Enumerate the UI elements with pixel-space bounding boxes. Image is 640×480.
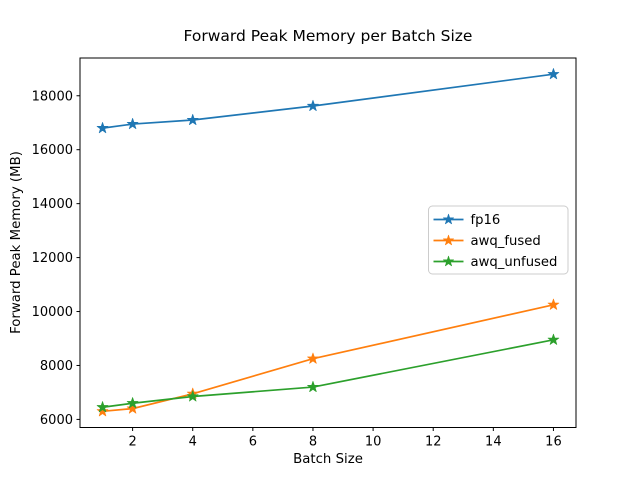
x-tick-label: 12 [425, 435, 442, 450]
y-tick-label: 14000 [32, 197, 73, 212]
x-tick-label: 10 [365, 435, 382, 450]
x-tick-label: 14 [485, 435, 502, 450]
series-line-fp16 [102, 73, 554, 129]
data-point-awq_unfused-x2 [126, 397, 139, 409]
x-tick-label: 16 [545, 435, 562, 450]
x-tick-label: 6 [249, 435, 257, 450]
y-tick-label: 10000 [32, 305, 73, 320]
y-axis-label: Forward Peak Memory (MB) [9, 151, 24, 334]
chart-title: Forward Peak Memory per Batch Size [184, 27, 473, 45]
data-point-awq_unfused-x1 [96, 401, 109, 413]
y-tick-label: 18000 [32, 89, 73, 104]
data-point-awq_fused-x8 [307, 352, 319, 364]
y-tick-label: 12000 [32, 251, 73, 266]
data-point-fp16-x2 [126, 117, 139, 130]
data-point-fp16-x8 [307, 99, 319, 111]
data-point-awq_fused-x1 [96, 405, 109, 417]
data-point-awq_unfused-x8 [307, 380, 319, 393]
legend-swatch-marker-awq_unfused [443, 255, 454, 267]
x-tick-label: 4 [189, 435, 197, 450]
legend-box [428, 205, 569, 275]
legend-swatch-marker-awq_fused [443, 234, 454, 246]
y-tick-label: 8000 [40, 359, 73, 374]
plot-area [79, 57, 577, 428]
data-point-fp16-x1 [96, 122, 109, 134]
data-point-awq_unfused-x16 [547, 333, 560, 345]
y-tick-label: 16000 [32, 143, 73, 158]
x-tick-label: 8 [309, 435, 317, 450]
legend-label-awq_unfused: awq_unfused [471, 255, 558, 270]
x-axis-label: Batch Size [293, 452, 363, 467]
series-line-awq_unfused [102, 339, 554, 409]
legend-label-awq_fused: awq_fused [471, 234, 541, 249]
data-point-awq_fused-x16 [547, 298, 560, 310]
data-point-fp16-x16 [547, 68, 560, 80]
legend-swatch-marker-fp16 [443, 213, 454, 225]
series-line-awq_fused [102, 303, 554, 413]
data-point-fp16-x4 [186, 113, 199, 126]
legend-label-fp16: fp16 [471, 213, 501, 228]
x-tick-label: 2 [128, 435, 136, 450]
y-tick-label: 6000 [40, 413, 73, 428]
data-point-awq_unfused-x4 [186, 390, 199, 402]
plot-group: 2 4 6 8 10 12 14 16 6000 8000 10000 12000 14000 16000… [32, 57, 577, 450]
data-point-awq_fused-x2 [126, 402, 139, 414]
